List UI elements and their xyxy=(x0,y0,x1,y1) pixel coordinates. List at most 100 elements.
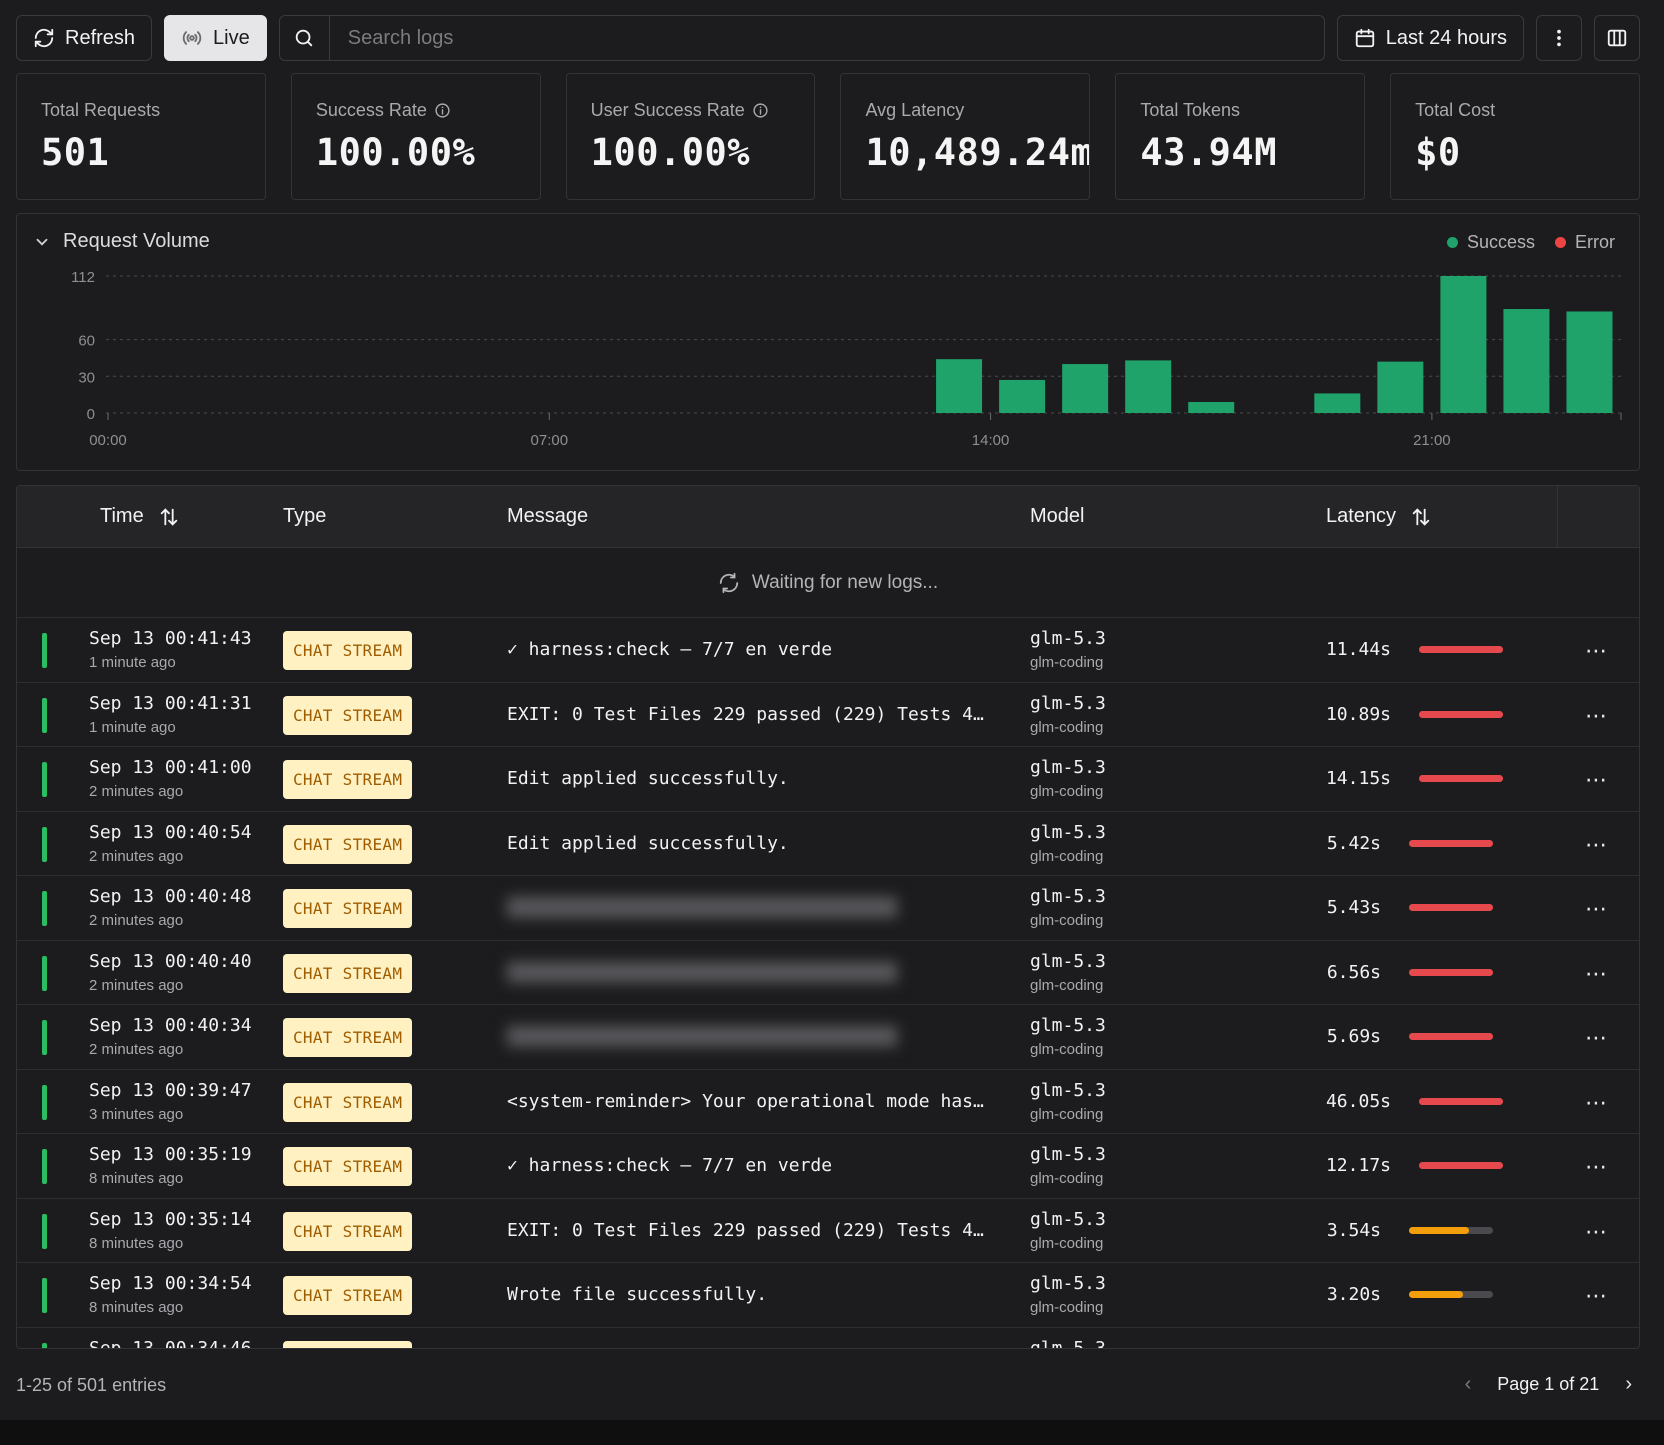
row-time: Sep 13 00:39:47 xyxy=(89,1079,252,1101)
stat-label-text: Total Requests xyxy=(41,100,161,120)
table-row[interactable]: Sep 13 00:41:31 1 minute ago CHAT STREAM EX… xyxy=(17,683,1639,747)
status-indicator xyxy=(42,826,47,862)
column-header-latency[interactable]: Latency xyxy=(1326,505,1432,528)
table-row[interactable]: Sep 13 00:41:43 1 minute ago CHAT STREAM ✓ … xyxy=(17,618,1639,683)
status-indicator xyxy=(42,891,47,926)
row-model: glm-5.3 xyxy=(1030,757,1106,778)
table-row[interactable]: Sep 13 00:34:46 CHAT STREAM glm-5.3 xyxy=(17,1328,1639,1349)
column-label: Model xyxy=(1030,505,1085,527)
columns-icon xyxy=(1607,29,1627,47)
stat-label: User Success Rate xyxy=(591,100,791,121)
waiting-text: Waiting for new logs... xyxy=(751,571,939,593)
row-actions-button[interactable]: ⋯ xyxy=(1585,896,1607,921)
row-latency: 46.05s xyxy=(1325,1090,1391,1112)
row-provider: glm-coding xyxy=(1030,654,1104,671)
table-row[interactable]: Sep 13 00:40:34 2 minutes ago CHAT STREAM █… xyxy=(17,1005,1639,1070)
row-message: EXIT: 0 Test Files 229 passed (229) Test… xyxy=(507,1219,984,1241)
stat-label-text: Total Tokens xyxy=(1140,100,1241,120)
row-time: Sep 13 00:34:46 xyxy=(89,1337,252,1349)
chart-bar[interactable] xyxy=(1503,309,1550,413)
stat-card: Avg Latency 10,489.24ms xyxy=(840,73,1091,200)
chart-bar[interactable] xyxy=(999,379,1046,413)
table-row[interactable]: Sep 13 00:34:54 8 minutes ago CHAT STREAM W… xyxy=(17,1263,1639,1328)
row-actions-button[interactable]: ⋯ xyxy=(1585,1025,1607,1050)
status-indicator xyxy=(42,1342,47,1348)
stat-label-text: User Success Rate xyxy=(590,100,745,120)
search-input[interactable] xyxy=(329,26,1324,50)
row-latency: 10.89s xyxy=(1325,703,1391,725)
chart-header[interactable]: Request Volume xyxy=(33,230,210,253)
latency-bar xyxy=(1409,968,1493,976)
table-row[interactable]: Sep 13 00:35:14 8 minutes ago CHAT STREAM E… xyxy=(17,1199,1639,1263)
row-relative-time: 1 minute ago xyxy=(89,718,176,736)
chart-bar[interactable] xyxy=(936,359,983,413)
row-time: Sep 13 00:40:34 xyxy=(89,1015,252,1036)
table-row[interactable]: Sep 13 00:35:19 8 minutes ago CHAT STREAM ✓… xyxy=(17,1134,1639,1199)
chart-bar[interactable] xyxy=(1440,276,1487,413)
row-latency: 5.42s xyxy=(1326,832,1381,854)
chart-bar[interactable] xyxy=(1314,393,1361,413)
row-actions-button[interactable]: ⋯ xyxy=(1585,1089,1607,1115)
refresh-button[interactable]: Refresh xyxy=(16,15,153,61)
column-label: Message xyxy=(507,505,589,527)
time-range-label: Last 24 hours xyxy=(1385,26,1507,49)
type-badge: CHAT STREAM xyxy=(283,631,413,670)
row-provider: glm-coding xyxy=(1030,912,1104,929)
row-message: <system-reminder> Your operational mode … xyxy=(507,1090,984,1112)
info-icon[interactable] xyxy=(434,102,451,119)
row-provider: glm-coding xyxy=(1030,976,1104,994)
next-page-button[interactable]: › xyxy=(1625,1373,1632,1395)
table-row[interactable]: Sep 13 00:41:00 2 minutes ago CHAT STREAM E… xyxy=(17,747,1639,812)
row-actions-button[interactable]: ⋯ xyxy=(1585,960,1607,986)
chart-title: Request Volume xyxy=(63,230,210,252)
row-actions-button[interactable]: ⋯ xyxy=(1585,1154,1607,1179)
row-relative-time: 8 minutes ago xyxy=(89,1234,184,1252)
chart-bar[interactable] xyxy=(1188,401,1235,413)
chart-bar[interactable] xyxy=(1062,364,1109,413)
x-tick-label: 07:00 xyxy=(531,432,569,449)
latency-bar-fill xyxy=(1419,775,1503,782)
table-row[interactable]: Sep 13 00:40:48 2 minutes ago CHAT STREAM █… xyxy=(17,876,1639,941)
type-badge: CHAT STREAM xyxy=(283,1018,413,1057)
calendar-icon xyxy=(1355,28,1374,48)
row-message-redacted: ████████████████████████████████████ xyxy=(507,1026,898,1047)
pagination: ‹ Page 1 of 21 › xyxy=(1465,1373,1632,1396)
live-toggle-button[interactable]: Live xyxy=(164,15,267,61)
row-actions-button[interactable]: ⋯ xyxy=(1585,1218,1607,1244)
chart-bar[interactable] xyxy=(1566,311,1613,413)
latency-bar-fill xyxy=(1409,1226,1469,1234)
latency-bar xyxy=(1419,710,1503,718)
status-indicator xyxy=(42,1084,47,1120)
more-options-button[interactable] xyxy=(1536,15,1582,61)
row-provider: glm-coding xyxy=(1030,1234,1104,1252)
time-range-button[interactable]: Last 24 hours xyxy=(1336,15,1524,61)
chart-bar[interactable] xyxy=(1377,361,1424,413)
row-time: Sep 13 00:40:54 xyxy=(89,821,252,843)
previous-page-button[interactable]: ‹ xyxy=(1464,1373,1472,1395)
info-icon[interactable] xyxy=(752,102,769,119)
table-row[interactable]: Sep 13 00:40:54 2 minutes ago CHAT STREAM E… xyxy=(17,812,1639,876)
loading-spinner-icon xyxy=(719,572,739,593)
table-row[interactable]: Sep 13 00:40:40 2 minutes ago CHAT STREAM █… xyxy=(17,941,1639,1005)
stat-label: Success Rate xyxy=(316,100,516,121)
legend-dot xyxy=(1555,237,1566,248)
columns-toggle-button[interactable] xyxy=(1594,15,1640,61)
latency-bar xyxy=(1419,775,1503,782)
search-box xyxy=(278,15,1325,61)
column-header-model: Model xyxy=(1030,505,1084,528)
chart-bar[interactable] xyxy=(1125,360,1172,413)
y-tick-label: 0 xyxy=(87,406,95,423)
row-actions-button[interactable]: ⋯ xyxy=(1585,1283,1607,1308)
row-actions-button[interactable]: ⋯ xyxy=(1585,767,1607,792)
row-relative-time: 8 minutes ago xyxy=(89,1170,184,1187)
row-actions-button[interactable]: ⋯ xyxy=(1585,638,1607,663)
row-latency: 3.20s xyxy=(1326,1284,1381,1305)
status-indicator xyxy=(42,633,47,668)
row-actions-button[interactable]: ⋯ xyxy=(1585,831,1607,857)
row-actions-button[interactable]: ⋯ xyxy=(1585,702,1607,728)
row-model: glm-5.3 xyxy=(1030,692,1106,714)
column-header-time[interactable]: Time xyxy=(100,505,180,528)
type-badge: CHAT STREAM xyxy=(283,1082,413,1122)
x-tick-label: 14:00 xyxy=(972,432,1010,449)
table-row[interactable]: Sep 13 00:39:47 3 minutes ago CHAT STREAM <… xyxy=(17,1070,1639,1134)
